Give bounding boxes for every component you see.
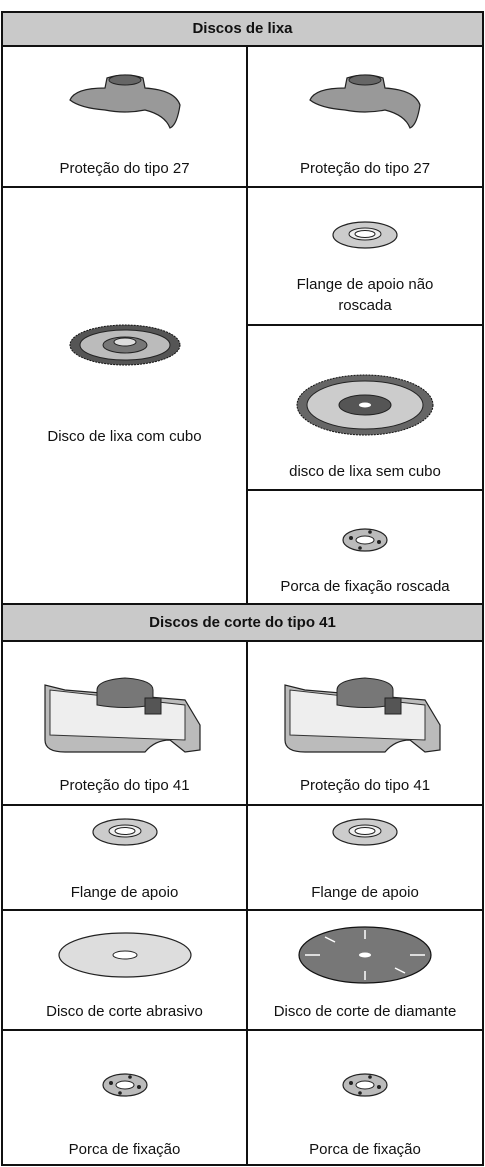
cell-label: Disco de lixa com cubo: [47, 428, 202, 445]
cell-label: Porca de fixação: [309, 1141, 421, 1158]
cell-label: Proteção do tipo 41: [59, 777, 190, 794]
cell-label: Disco de corte de diamante: [273, 1003, 457, 1020]
cell-label: Proteção do tipo 27: [299, 160, 431, 177]
cell-label: disco de lixa sem cubo: [289, 463, 441, 480]
cell-label: Disco de corte abrasivo: [46, 1003, 203, 1020]
cell-label: Flange de apoio: [70, 884, 179, 901]
cell-label: Proteção do tipo 27: [59, 160, 190, 177]
section-title: Discos de lixa: [192, 20, 293, 37]
cell-label: Flange de apoio não roscada: [296, 276, 434, 314]
section-title: Discos de corte do tipo 41: [149, 614, 336, 631]
cell-label: Porca de fixação roscada: [280, 578, 450, 595]
cell-label: Porca de fixação: [68, 1141, 181, 1158]
cell-label: Flange de apoio: [311, 884, 419, 901]
cell-label: Proteção do tipo 41: [299, 777, 431, 794]
